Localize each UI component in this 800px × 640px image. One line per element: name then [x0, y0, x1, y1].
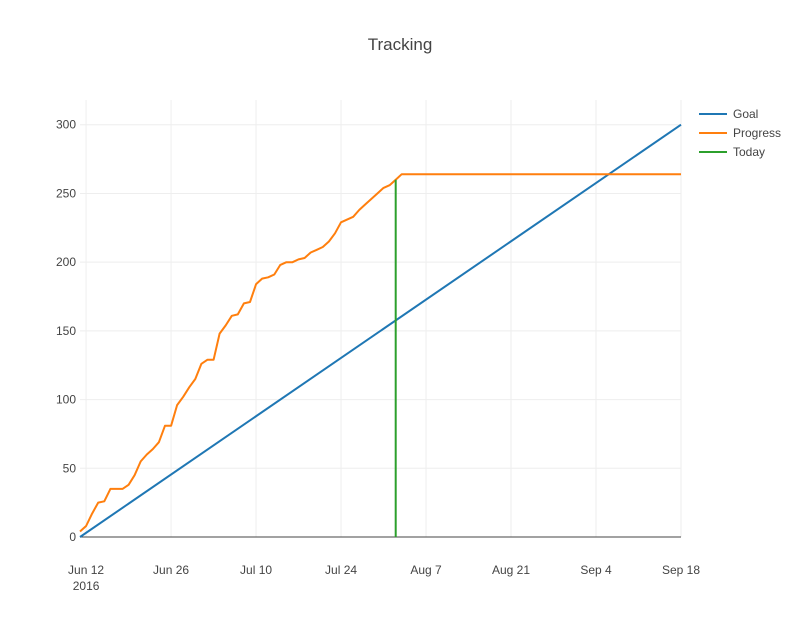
x-tick-sublabel: 2016 [73, 579, 100, 593]
legend-item-today[interactable]: Today [699, 145, 765, 159]
y-tick-label: 150 [56, 324, 76, 338]
legend-item-goal[interactable]: Goal [699, 107, 758, 121]
y-tick-label: 200 [56, 255, 76, 269]
y-tick-label: 300 [56, 118, 76, 132]
legend-label: Progress [733, 126, 781, 140]
x-tick-label: Aug 7 [410, 563, 442, 577]
chart-title: Tracking [368, 35, 433, 54]
x-tick-label: Sep 4 [580, 563, 612, 577]
legend-label: Goal [733, 107, 758, 121]
y-tick-label: 0 [69, 530, 76, 544]
x-tick-label: Jun 12 [68, 563, 104, 577]
x-tick-label: Sep 18 [662, 563, 700, 577]
x-tick-label: Jun 26 [153, 563, 189, 577]
x-tick-label: Aug 21 [492, 563, 530, 577]
series-line-progress[interactable] [79, 173, 681, 533]
y-tick-label: 100 [56, 393, 76, 407]
x-tick-label: Jul 24 [325, 563, 357, 577]
y-tick-label: 250 [56, 186, 76, 200]
legend-label: Today [733, 145, 765, 159]
legend[interactable]: Goal Progress Today [699, 107, 781, 159]
plot-area [79, 123, 682, 538]
y-tick-label: 50 [63, 461, 77, 475]
x-tick-label: Jul 10 [240, 563, 272, 577]
gridlines [80, 100, 682, 537]
axes: Jun 12 2016 Jun 26 Jul 10 Jul 24 Aug 7 Aug 21 S… [56, 118, 700, 593]
legend-item-progress[interactable]: Progress [699, 126, 781, 140]
series-line-goal[interactable] [79, 123, 682, 538]
